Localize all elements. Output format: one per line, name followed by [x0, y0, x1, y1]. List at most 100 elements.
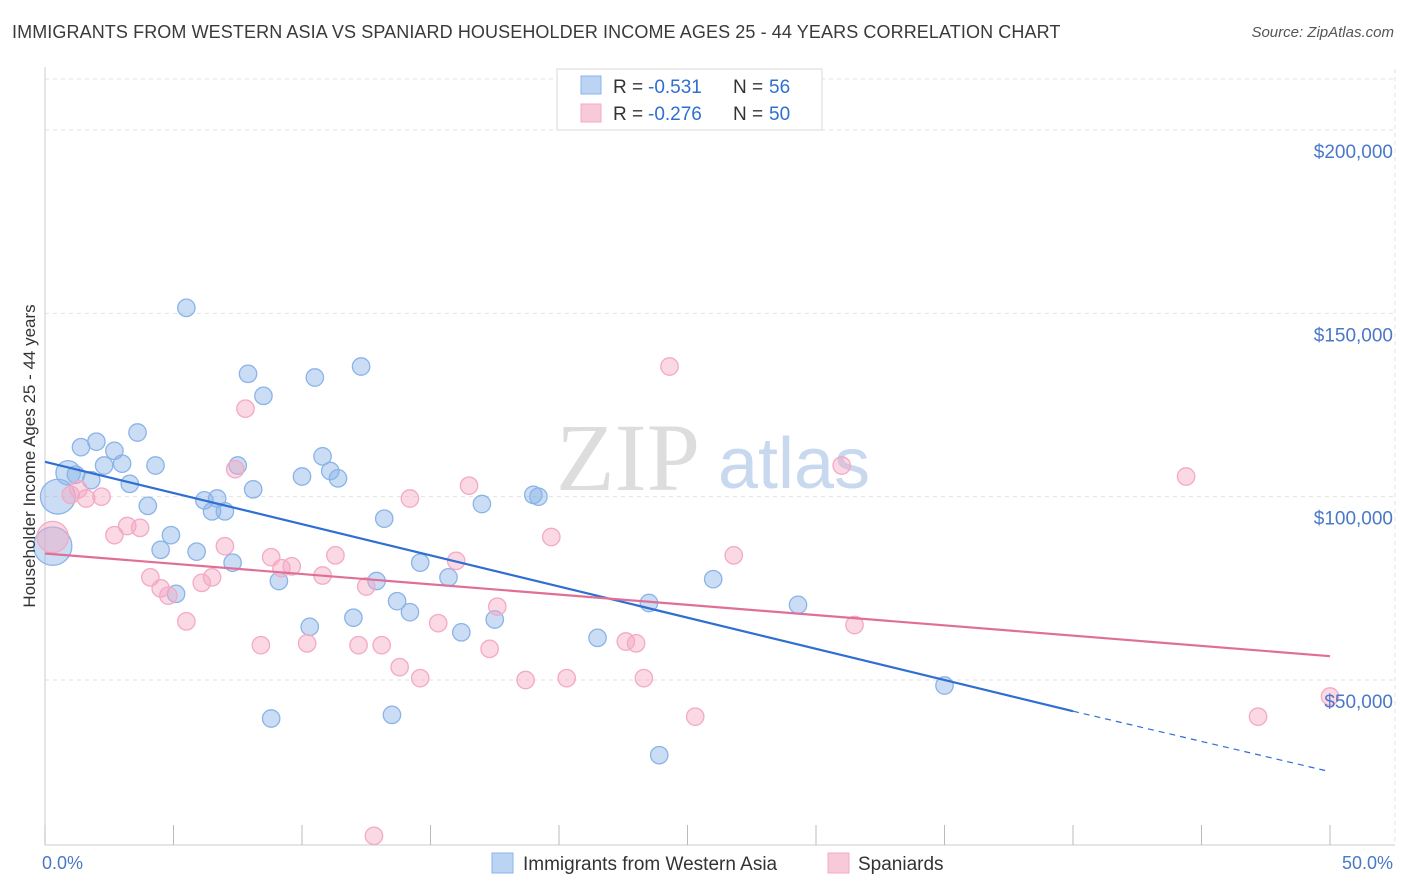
spaniards-point	[364, 826, 384, 846]
bottom-legend-label-spaniards: Spaniards	[858, 854, 944, 875]
western-asia-point	[410, 553, 430, 573]
legend-n-value-1: 56	[769, 77, 790, 98]
western-asia-point	[788, 595, 808, 615]
spaniards-point	[459, 476, 479, 496]
western-asia-point	[588, 628, 607, 648]
western-asia-point	[243, 479, 263, 499]
western-asia-point	[161, 525, 181, 545]
legend-r-label-2: R =	[613, 104, 643, 125]
bottom-legend-swatch-western-asia	[491, 852, 514, 874]
western-asia-point	[305, 368, 325, 387]
western-asia-point	[313, 446, 332, 466]
spaniards-point	[76, 489, 96, 508]
western-asia-point	[223, 553, 242, 573]
spaniards-point	[516, 670, 535, 690]
spaniards-point	[410, 668, 430, 688]
western-asia-point	[351, 357, 371, 376]
y-axis-label: Householder Income Ages 25 - 44 years	[20, 304, 39, 607]
spaniards-point	[177, 611, 196, 631]
western-asia-point	[187, 542, 206, 562]
legend-n-label-2: N =	[733, 104, 763, 125]
western-asia-point	[374, 509, 394, 529]
western-asia-point	[151, 540, 170, 560]
spaniards-point	[349, 635, 368, 655]
y-tick-label: $200,000	[1314, 142, 1393, 163]
western-asia-point	[344, 608, 363, 628]
spaniards-point	[685, 707, 705, 727]
legend-r-value-1: -0.531	[648, 77, 702, 98]
western-asia-point	[146, 456, 165, 475]
spaniards-point	[159, 586, 178, 606]
spaniards-point	[832, 456, 852, 475]
x-tick-labels: 0.0% 50.0%	[42, 853, 1393, 873]
legend-swatch-spaniards	[580, 103, 602, 123]
western-asia-point	[387, 591, 407, 611]
spaniards-point	[557, 668, 577, 688]
western-asia-trend-line-extension	[1072, 710, 1331, 773]
western-asia-point	[529, 487, 548, 507]
spaniards-point	[724, 545, 744, 565]
spaniards-point	[541, 527, 561, 547]
spaniards-point	[36, 520, 70, 554]
watermark: ZIP atlas	[556, 404, 870, 511]
western-asia-point	[472, 494, 492, 514]
western-asia-point	[87, 432, 106, 452]
spaniards-point	[297, 633, 317, 653]
spaniards-point	[634, 668, 654, 688]
spaniards-point	[390, 657, 410, 677]
spaniards-point	[428, 613, 448, 633]
legend-n-label-1: N =	[733, 77, 763, 98]
axes	[44, 67, 1395, 846]
spaniards-point	[1320, 687, 1340, 706]
spaniards-point	[236, 399, 255, 419]
legend-swatch-western-asia	[580, 75, 602, 95]
western-asia-point	[238, 364, 258, 384]
bottom-legend-label-western-asia: Immigrants from Western Asia	[523, 854, 778, 875]
legend-n-value-2: 50	[769, 104, 790, 125]
spaniards-point	[326, 545, 345, 565]
spaniards-point	[400, 489, 420, 508]
western-asia-point	[400, 602, 420, 622]
western-asia-trend-line	[44, 460, 1074, 713]
y-tick-label: $100,000	[1314, 509, 1393, 530]
western-asia-point	[439, 567, 458, 587]
spaniards-trend-line	[44, 552, 1331, 658]
x-tick-label: 0.0%	[42, 853, 83, 873]
spaniards-point	[356, 577, 376, 596]
spaniards-point	[192, 573, 212, 593]
western-asia-point	[649, 745, 669, 765]
spaniards-point	[372, 635, 392, 655]
western-asia-point	[94, 456, 114, 475]
scatter-points	[32, 298, 1340, 846]
western-asia-point	[300, 617, 320, 637]
spaniards-point	[660, 357, 679, 376]
spaniards-point	[1248, 707, 1268, 727]
western-asia-point	[112, 454, 132, 474]
spaniards-point	[215, 536, 235, 556]
y-tick-label: $150,000	[1314, 325, 1393, 346]
western-asia-point	[128, 423, 147, 442]
spaniards-point	[105, 525, 124, 545]
legend-r-value-2: -0.276	[648, 104, 702, 125]
western-asia-point	[81, 470, 101, 490]
western-asia-point	[261, 709, 281, 728]
western-asia-point	[382, 705, 402, 725]
western-asia-point	[292, 467, 312, 486]
western-asia-point	[177, 298, 196, 318]
western-asia-point	[451, 622, 471, 642]
spaniards-point	[487, 597, 507, 617]
watermark-zip: ZIP	[556, 404, 700, 511]
trend-lines	[44, 460, 1331, 773]
bottom-legend: Immigrants from Western Asia Spaniards	[491, 852, 944, 875]
y-tick-label: $50,000	[1324, 692, 1393, 713]
spaniards-point	[251, 635, 271, 655]
spaniards-point	[282, 556, 302, 576]
spaniards-point	[845, 615, 864, 635]
x-tick-label: 50.0%	[1342, 853, 1393, 873]
source-credit: Source: ZipAtlas.com	[1251, 24, 1394, 41]
western-asia-point	[71, 437, 91, 457]
western-asia-point	[254, 386, 273, 406]
spaniards-point	[202, 567, 222, 587]
spaniards-point	[626, 633, 646, 653]
